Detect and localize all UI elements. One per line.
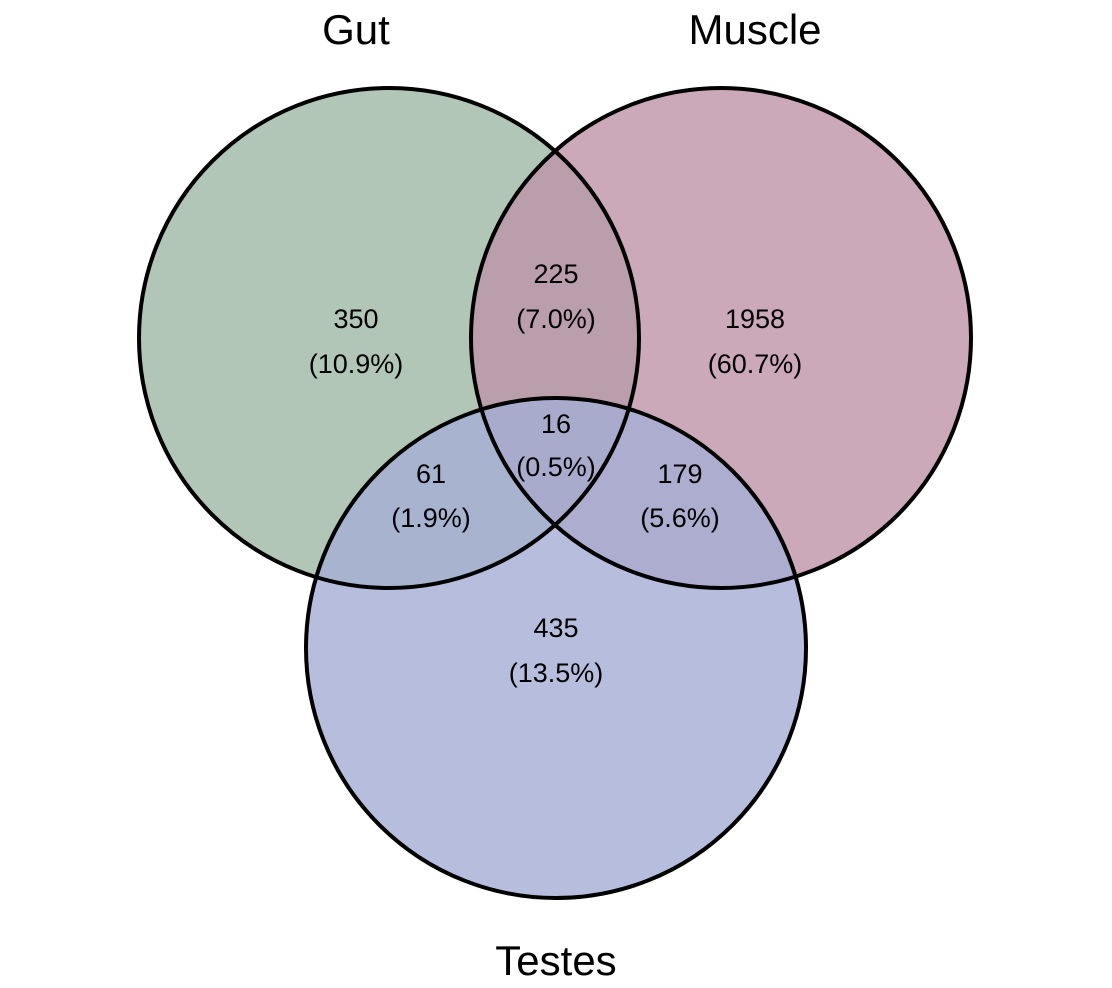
set-label-testes: Testes bbox=[495, 937, 616, 984]
muscle-circle-outline bbox=[469, 86, 973, 590]
testes-circle-fill bbox=[306, 398, 806, 898]
region-percent: (7.0%) bbox=[516, 304, 596, 334]
region-percent: (13.5%) bbox=[509, 658, 604, 688]
region-count: 16 bbox=[541, 409, 571, 439]
region-gut-muscle: 225 (7.0%) bbox=[516, 259, 596, 334]
region-count: 179 bbox=[657, 459, 702, 489]
set-label-gut: Gut bbox=[322, 6, 390, 53]
region-percent: (1.9%) bbox=[391, 503, 471, 533]
region-testes-only: 435 (13.5%) bbox=[509, 613, 604, 688]
region-count: 61 bbox=[416, 459, 446, 489]
gut-circle-outline bbox=[137, 86, 641, 590]
testes-circle-outline bbox=[304, 396, 808, 900]
set-outlines bbox=[137, 86, 973, 900]
region-gut-testes: 61 (1.9%) bbox=[391, 459, 471, 533]
region-percent: (5.6%) bbox=[640, 503, 720, 533]
region-count: 1958 bbox=[725, 304, 785, 334]
set-label-muscle: Muscle bbox=[688, 6, 821, 53]
region-gut-only: 350 (10.9%) bbox=[309, 304, 404, 379]
region-percent: (10.9%) bbox=[309, 349, 404, 379]
region-count: 350 bbox=[333, 304, 378, 334]
region-count: 435 bbox=[533, 613, 578, 643]
region-muscle-testes: 179 (5.6%) bbox=[640, 459, 720, 533]
set-fills bbox=[139, 88, 971, 898]
region-percent: (0.5%) bbox=[516, 452, 596, 482]
region-count: 225 bbox=[533, 259, 578, 289]
region-muscle-only: 1958 (60.7%) bbox=[708, 304, 803, 379]
region-all-three: 16 (0.5%) bbox=[516, 409, 596, 482]
region-percent: (60.7%) bbox=[708, 349, 803, 379]
